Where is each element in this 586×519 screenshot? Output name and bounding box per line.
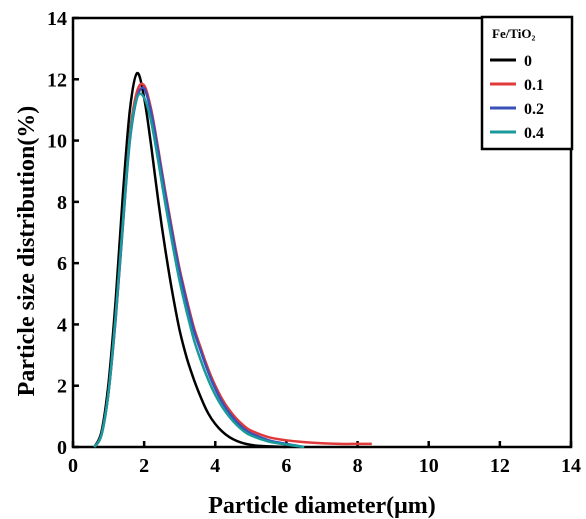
- plot-frame: [71, 16, 573, 449]
- x-tick-label: 2: [139, 455, 149, 477]
- legend-label-0.4: 0.4: [524, 125, 544, 142]
- x-tick-label: 12: [490, 455, 510, 477]
- y-tick-label: 10: [47, 131, 67, 153]
- legend-title: Fe/TiO₂: [492, 26, 535, 41]
- x-tick-label: 14: [561, 455, 581, 477]
- y-tick-label: 8: [57, 192, 67, 214]
- series-layer: [93, 71, 372, 449]
- series-line-0.4: [93, 92, 305, 449]
- x-axis-ticks: 0 2 4 6 8 10 12 14: [68, 441, 581, 477]
- legend-label-0.1: 0.1: [524, 77, 544, 94]
- x-tick-label: 0: [68, 455, 78, 477]
- legend-label-0.2: 0.2: [524, 101, 544, 118]
- x-tick-label: 6: [281, 455, 291, 477]
- series-line-0.1: [93, 82, 372, 448]
- series-line-0: [93, 71, 287, 449]
- x-tick-label: 10: [419, 455, 439, 477]
- y-tick-label: 2: [57, 376, 67, 398]
- x-tick-label: 4: [210, 455, 220, 477]
- plot-area: [71, 16, 573, 449]
- x-tick-label: 8: [353, 455, 363, 477]
- x-axis-title: Particle diameter(μm): [208, 493, 435, 519]
- y-axis-title: Particle size distribution(%): [14, 106, 40, 397]
- y-tick-label: 14: [47, 8, 67, 30]
- y-axis-ticks: 0 2 4 6 8 10 12 14: [47, 8, 79, 459]
- y-tick-label: 0: [57, 437, 67, 459]
- y-tick-label: 6: [57, 253, 67, 275]
- y-tick-label: 12: [47, 69, 67, 91]
- y-tick-label: 4: [57, 314, 67, 336]
- legend-label-0: 0: [524, 53, 532, 70]
- legend: Fe/TiO₂ 0 0.1 0.2 0.4: [480, 15, 574, 151]
